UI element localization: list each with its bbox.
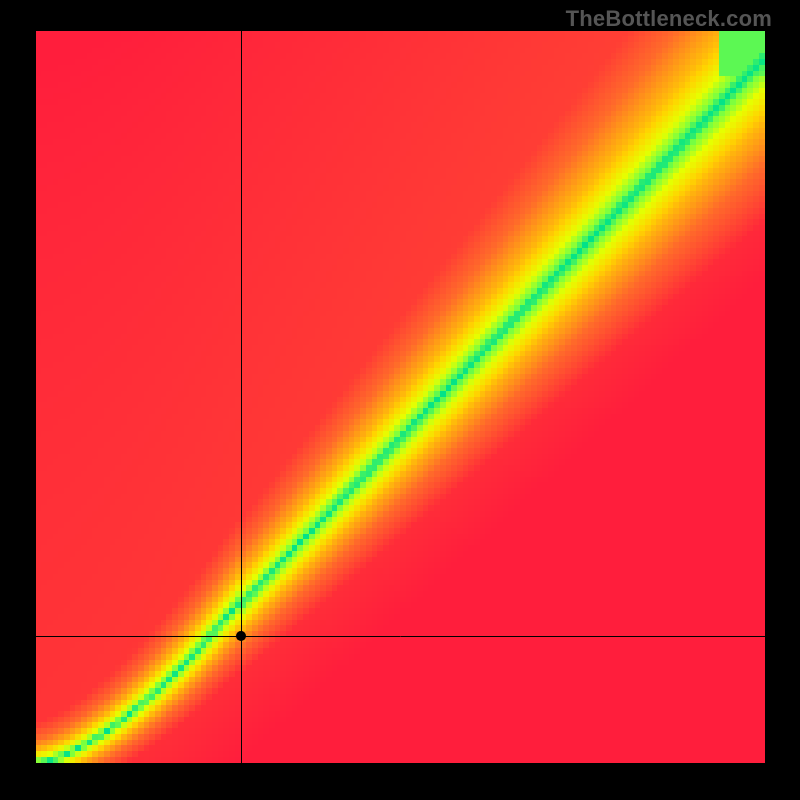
watermark-text: TheBottleneck.com <box>566 6 772 32</box>
heatmap-plot <box>36 31 765 763</box>
chart-container: TheBottleneck.com <box>0 0 800 800</box>
